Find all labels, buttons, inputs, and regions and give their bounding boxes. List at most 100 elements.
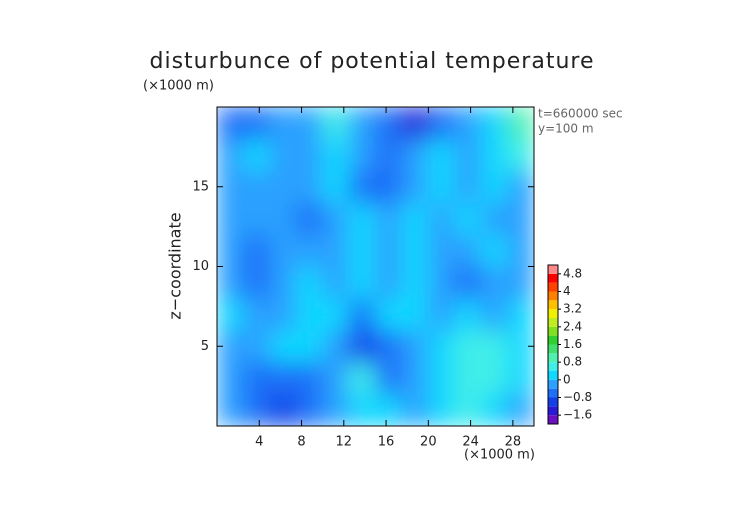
cell (401, 329, 429, 363)
cell (454, 234, 482, 267)
colorbar-segment (548, 397, 558, 407)
colorbar-tick-label: −1.6 (563, 408, 592, 422)
x-tick-label: 24 (462, 435, 479, 450)
cell (375, 107, 403, 140)
cell (217, 234, 244, 267)
cell (480, 234, 509, 267)
cell (401, 297, 429, 331)
cell (480, 393, 509, 426)
cell (242, 138, 271, 172)
cell (480, 266, 509, 299)
cell (427, 170, 456, 204)
colorbar-tick-label: 4.8 (563, 266, 582, 280)
cell (375, 361, 403, 395)
colorbar-segment (548, 353, 558, 363)
cell (375, 266, 403, 299)
x-tick-label: 8 (297, 435, 305, 450)
cell (454, 297, 482, 331)
cell (401, 361, 429, 395)
cell (427, 266, 456, 299)
cell (322, 266, 350, 299)
cell (480, 297, 509, 331)
cell (427, 202, 456, 236)
cell (322, 138, 350, 172)
cell (454, 329, 482, 363)
cell (217, 266, 244, 299)
cell (242, 170, 271, 204)
cell (375, 202, 403, 236)
cell (427, 393, 456, 426)
cell (295, 234, 324, 267)
cell (507, 107, 534, 140)
cell (322, 297, 350, 331)
colorbar-segment (548, 371, 558, 380)
cell (507, 393, 534, 426)
cell (480, 170, 509, 204)
cell (348, 361, 376, 395)
cell (269, 361, 297, 395)
cell (480, 361, 509, 395)
cell (295, 361, 324, 395)
cell (242, 266, 271, 299)
cell (401, 393, 429, 426)
cell (507, 138, 534, 172)
colorbar-tick-label: 4 (563, 284, 571, 298)
cell (454, 202, 482, 236)
cell (480, 202, 509, 236)
cell (269, 234, 297, 267)
cell (295, 138, 324, 172)
cell (401, 170, 429, 204)
cell (269, 329, 297, 363)
cell (507, 234, 534, 267)
colorbar-segment (548, 318, 558, 327)
colorbar-segment (548, 362, 558, 371)
cell (427, 107, 456, 140)
cell (295, 266, 324, 299)
cell (427, 297, 456, 331)
cell (507, 297, 534, 331)
cell (348, 266, 376, 299)
cell (322, 329, 350, 363)
colorbar-segment (548, 415, 558, 424)
cell (375, 329, 403, 363)
cell (454, 138, 482, 172)
cell (217, 107, 244, 140)
cell (295, 297, 324, 331)
annotation: t=660000 sec (538, 107, 623, 121)
cell (454, 266, 482, 299)
cell (269, 202, 297, 236)
colorbar-segment (548, 282, 558, 292)
annotation: y=100 m (538, 122, 594, 136)
colorbar-segment (548, 406, 558, 416)
x-tick-label: 4 (255, 435, 263, 450)
cell (454, 170, 482, 204)
y-tick-label: 10 (192, 259, 209, 274)
cell (322, 107, 350, 140)
x-tick-label: 28 (505, 435, 522, 450)
cell (269, 107, 297, 140)
cell (242, 202, 271, 236)
colorbar-segment (548, 291, 558, 301)
cell (242, 329, 271, 363)
cell (322, 234, 350, 267)
colorbar-tick-label: 3.2 (563, 302, 582, 316)
cell (454, 107, 482, 140)
cell (427, 138, 456, 172)
cell (322, 393, 350, 426)
cell (295, 393, 324, 426)
cell (375, 393, 403, 426)
cell (217, 138, 244, 172)
x-unit: (×1000 m) (464, 448, 535, 463)
cell (480, 138, 509, 172)
colorbar-tick-label: 0 (563, 372, 571, 386)
colorbar-segment (548, 326, 558, 336)
cell (217, 297, 244, 331)
cell (242, 393, 271, 426)
cell (427, 234, 456, 267)
cell (322, 170, 350, 204)
y-unit: (×1000 m) (143, 79, 214, 94)
cell (217, 202, 244, 236)
cell (507, 202, 534, 236)
cell (348, 329, 376, 363)
